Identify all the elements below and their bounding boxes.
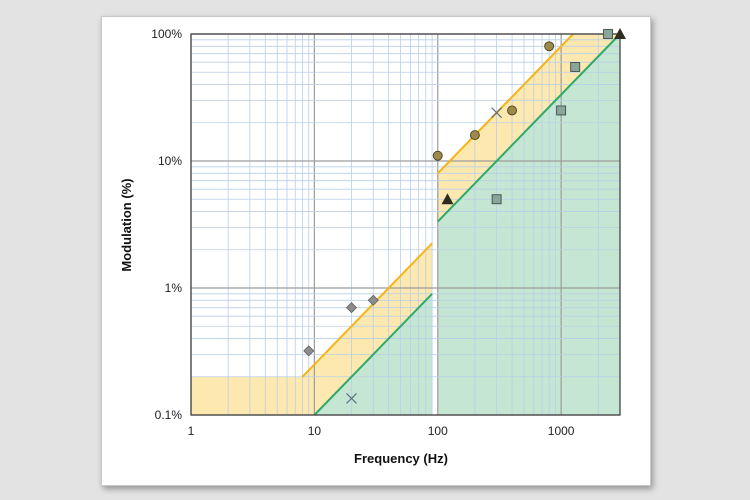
moderate-risk-region-fill (191, 243, 433, 415)
diamond-marker (367, 294, 379, 306)
chart-card: 1 10 100 1000 0.1% 1% 10% 100% Frequency (Hz) M… (101, 16, 651, 486)
x-marker (346, 393, 357, 404)
square-marker (491, 194, 502, 205)
low-risk-region-fill (437, 34, 620, 415)
triangle-marker (441, 193, 454, 205)
circle-marker (544, 41, 555, 52)
x-axis-title: Frequency (Hz) (354, 451, 448, 466)
x-tick-label: 10 (308, 424, 322, 438)
square-marker (603, 29, 613, 39)
tick-labels: 1 10 100 1000 0.1% 1% 10% 100% (151, 27, 575, 438)
square-marker (570, 62, 581, 72)
moderate-risk-boundary-line (301, 242, 433, 378)
x-tick-label: 1000 (548, 424, 575, 438)
circle-marker (469, 130, 480, 141)
data-markers (303, 28, 626, 404)
plot-border (190, 33, 621, 416)
risk-boundary-lines (301, 33, 621, 416)
y-tick-label: 100% (151, 27, 182, 41)
square-marker (556, 105, 567, 116)
diamond-marker (346, 302, 358, 314)
circle-marker (432, 150, 443, 161)
y-tick-label: 10% (158, 154, 182, 168)
x-tick-label: 100 (428, 424, 448, 438)
triangle-marker (614, 28, 626, 39)
diamond-marker (303, 345, 315, 357)
low-risk-boundary-line (313, 293, 433, 416)
y-tick-label: 0.1% (155, 408, 183, 422)
y-tick-label: 1% (165, 281, 183, 295)
low-risk-boundary-line (437, 33, 621, 223)
chart-svg: 1 10 100 1000 0.1% 1% 10% 100% Frequency (Hz) M… (119, 27, 626, 466)
plot-frame (190, 33, 621, 416)
x-marker (491, 107, 503, 119)
moderate-risk-boundary-line (437, 33, 574, 174)
plot-grid (190, 33, 621, 416)
y-axis-title: Modulation (%) (119, 178, 134, 271)
x-tick-label: 1 (188, 424, 195, 438)
circle-marker (507, 105, 517, 116)
